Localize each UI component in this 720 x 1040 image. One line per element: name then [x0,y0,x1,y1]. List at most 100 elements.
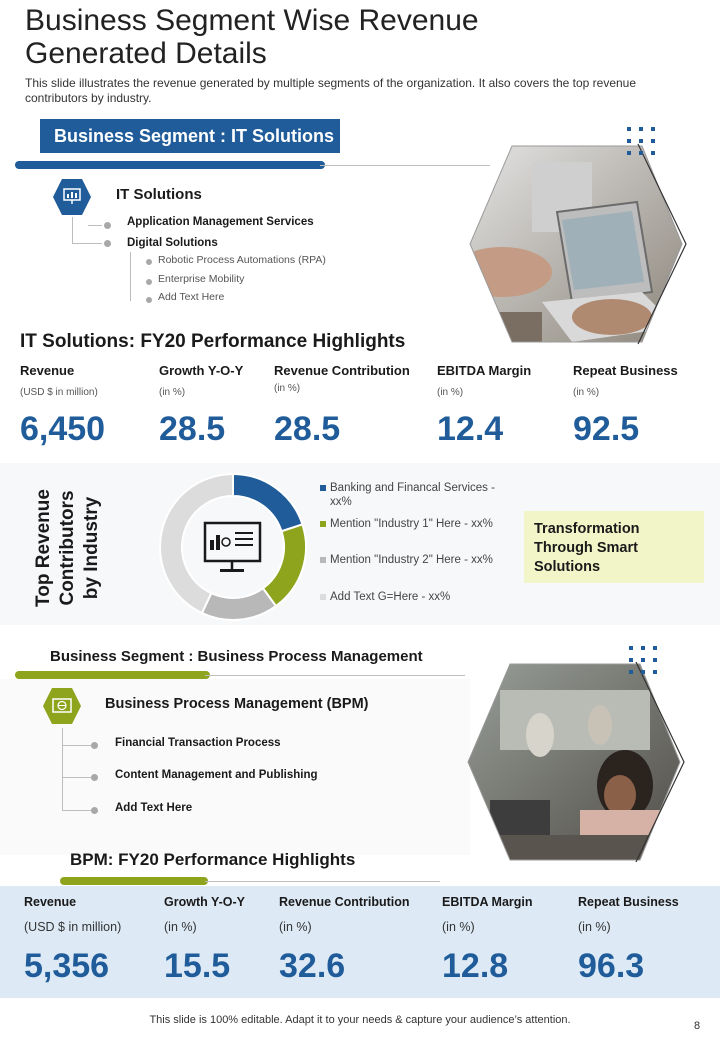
tree-line [62,728,63,810]
it-subitem-mobility: Enterprise Mobility [158,273,245,285]
it-kpi-revenue-label: Revenue [20,363,75,378]
it-kpi-contribution-value: 28.5 [274,410,341,448]
donut-slice-2 [261,523,307,608]
it-kpi-growth-unit: (in %) [159,387,186,398]
bpm-item-content: Content Management and Publishing [115,769,318,781]
bpm-kpi-repeat-unit: (in %) [578,920,611,934]
bpm-kpi-repeat-label: Repeat Business [578,895,679,909]
transformation-callout: Transformation Through Smart Solutions [524,511,704,583]
presentation-icon [53,179,91,215]
it-kpi-ebitda-label: EBITDA Margin [437,363,532,378]
industry-donut-chart [159,472,307,621]
bullet-dot [146,259,152,265]
legend-text-cont: xx% [330,496,352,508]
bpm-kpi-ebitda-label: EBITDA Margin [442,895,533,909]
it-kpi-contribution-unit: (in %) [274,383,301,394]
decorative-dots [627,127,657,157]
bullet-dot [104,222,111,229]
bullet-dot [91,774,98,781]
bullet-dot [146,279,152,285]
legend-item-banking: Banking and Financal Services - xx% [320,481,520,509]
donut-slice-3 [200,586,278,621]
bpm-kpi-revenue-label: Revenue [24,895,77,909]
it-solutions-heading: IT Solutions [116,186,202,203]
bpm-kpi-revenue-value: 5,356 [24,947,110,985]
divider-olive [15,671,210,679]
legend-text: Mention "Industry 1" Here - xx% [330,518,493,530]
bpm-kpi-repeat-value: 96.3 [578,947,645,985]
legend-swatch [320,556,326,563]
divider-grey [320,165,490,166]
footer-note: This slide is 100% editable. Adapt it to… [149,1014,571,1026]
it-kpi-ebitda-value: 12.4 [437,410,504,448]
globe-screen-icon [43,688,81,724]
tree-line [62,745,92,746]
it-kpi-repeat-unit: (in %) [573,387,600,398]
office-worker-photo [467,661,685,863]
laptop-team-photo [469,143,687,345]
donut-slice-4 [159,472,234,615]
it-subitem-rpa: Robotic Process Automations (RPA) [158,254,326,266]
bpm-kpi-band [0,886,720,998]
bpm-kpi-contribution-value: 32.6 [279,947,346,985]
it-kpi-contribution-label: Revenue Contribution [274,363,410,378]
decorative-dots [629,646,659,676]
vertical-title-line2: Contributors [57,490,78,605]
tree-line [62,777,92,778]
tree-line [62,810,92,811]
bullet-dot [146,297,152,303]
legend-item-industry1: Mention "Industry 1" Here - xx% [320,517,493,531]
it-segment-banner: Business Segment : IT Solutions [40,119,340,153]
it-kpi-growth-value: 28.5 [159,410,226,448]
bpm-kpi-revenue-unit: (USD $ in million) [24,920,122,934]
legend-text: Add Text G=Here - xx% [330,591,451,603]
page-subtitle: This slide illustrates the revenue gener… [25,76,637,105]
bullet-dot [91,807,98,814]
vertical-title-line1: Top Revenue [33,489,54,607]
legend-swatch [320,593,326,600]
bpm-kpi-ebitda-unit: (in %) [442,920,475,934]
bullet-dot [91,742,98,749]
divider-grey [205,881,440,882]
bpm-highlights-title: BPM: FY20 Performance Highlights [70,850,356,869]
bpm-item-financial: Financial Transaction Process [115,737,281,749]
bullet-dot [104,240,111,247]
tree-line [72,243,102,244]
it-kpi-repeat-label: Repeat Business [573,363,678,378]
legend-swatch [320,520,326,527]
legend-text: Mention "Industry 2" Here - xx% [330,554,493,566]
bpm-item-addtext: Add Text Here [115,802,193,814]
tree-line [88,225,102,226]
bpm-kpi-contribution-label: Revenue Contribution [279,895,410,909]
bpm-kpi-growth-unit: (in %) [164,920,197,934]
tree-line [130,252,131,301]
page-title: Business Segment Wise Revenue Generated … [25,4,479,70]
divider-olive [60,877,208,885]
it-kpi-growth-label: Growth Y-O-Y [159,363,244,378]
it-kpi-revenue-unit: (USD $ in million) [20,387,98,398]
legend-text: Banking and Financal Services - [330,482,495,494]
it-item-ams: Application Management Services [127,216,314,228]
it-kpi-ebitda-unit: (in %) [437,387,464,398]
bpm-segment-title: Business Segment : Business Process Mana… [50,648,423,665]
bpm-kpi-growth-value: 15.5 [164,947,231,985]
page-number: 8 [694,1020,701,1032]
divider-blue [15,161,325,169]
legend-item-addtext: Add Text G=Here - xx% [320,590,450,604]
it-kpi-repeat-value: 92.5 [573,410,640,448]
it-kpi-revenue-value: 6,450 [20,410,106,448]
monitor-chart-icon [203,521,262,572]
vertical-title-line3: by Industry [81,496,102,599]
legend-item-industry2: Mention "Industry 2" Here - xx% [320,553,493,567]
it-item-digital: Digital Solutions [127,237,218,249]
tree-line [72,217,73,243]
bpm-heading: Business Process Management (BPM) [105,696,369,712]
it-highlights-title: IT Solutions: FY20 Performance Highlight… [20,331,406,352]
bpm-kpi-contribution-unit: (in %) [279,920,312,934]
bpm-kpi-growth-label: Growth Y-O-Y [164,895,246,909]
divider-grey [205,675,465,676]
it-subitem-addtext: Add Text Here [158,291,225,303]
legend-swatch [320,484,326,491]
bpm-kpi-ebitda-value: 12.8 [442,947,509,985]
contributors-vertical-title: Top Revenue Contributors by Industry [33,489,102,607]
